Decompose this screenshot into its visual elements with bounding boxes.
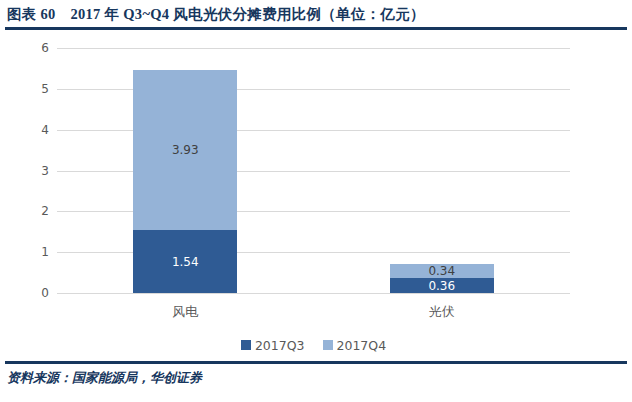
chart-area: 01234561.543.930.360.34 风电光伏 2017Q32017Q… — [0, 34, 632, 359]
y-tick-label: 0 — [21, 285, 49, 301]
data-label: 1.54 — [133, 256, 237, 268]
report-figure: 图表 60 2017 年 Q3~Q4 风电光伏分摊费用比例（单位：亿元） 0 1 2… — [0, 0, 632, 402]
data-label: 0.34 — [390, 265, 494, 277]
top-divider — [5, 27, 627, 30]
y-tick-label: 6 — [21, 40, 49, 56]
bar-segment-2017Q3: 1.54 — [133, 230, 237, 293]
legend-label: 2017Q4 — [337, 338, 387, 353]
x-category-label: 风电 — [115, 303, 255, 321]
legend: 2017Q3 2017Q4 — [57, 337, 570, 353]
y-tick-label: 3 — [21, 163, 49, 179]
x-axis-labels: 风电 光伏 — [57, 303, 570, 323]
data-label: 0.36 — [390, 280, 494, 292]
legend-label: 2017Q3 — [255, 338, 305, 353]
gridline — [57, 293, 570, 294]
source-note: 资料来源：国家能源局，华创证券 — [7, 369, 627, 387]
bottom-divider — [5, 361, 627, 364]
bar-segment-2017Q3: 0.36 — [390, 278, 494, 293]
y-tick-label: 5 — [21, 81, 49, 97]
legend-swatch-icon — [241, 340, 251, 350]
gridline — [57, 48, 570, 49]
y-tick-label: 2 — [21, 203, 49, 219]
legend-swatch-icon — [323, 340, 333, 350]
x-category-label: 光伏 — [372, 303, 512, 321]
data-label: 3.93 — [133, 144, 237, 156]
bar-segment-2017Q4: 3.93 — [133, 70, 237, 230]
legend-item-2017Q3: 2017Q3 — [241, 338, 305, 353]
y-tick-label: 1 — [21, 244, 49, 260]
y-tick-label: 4 — [21, 122, 49, 138]
plot-area: 01234561.543.930.360.34 — [57, 48, 570, 293]
figure-title: 图表 60 2017 年 Q3~Q4 风电光伏分摊费用比例（单位：亿元） — [7, 5, 627, 24]
bar-segment-2017Q4: 0.34 — [390, 264, 494, 278]
legend-item-2017Q4: 2017Q4 — [323, 338, 387, 353]
